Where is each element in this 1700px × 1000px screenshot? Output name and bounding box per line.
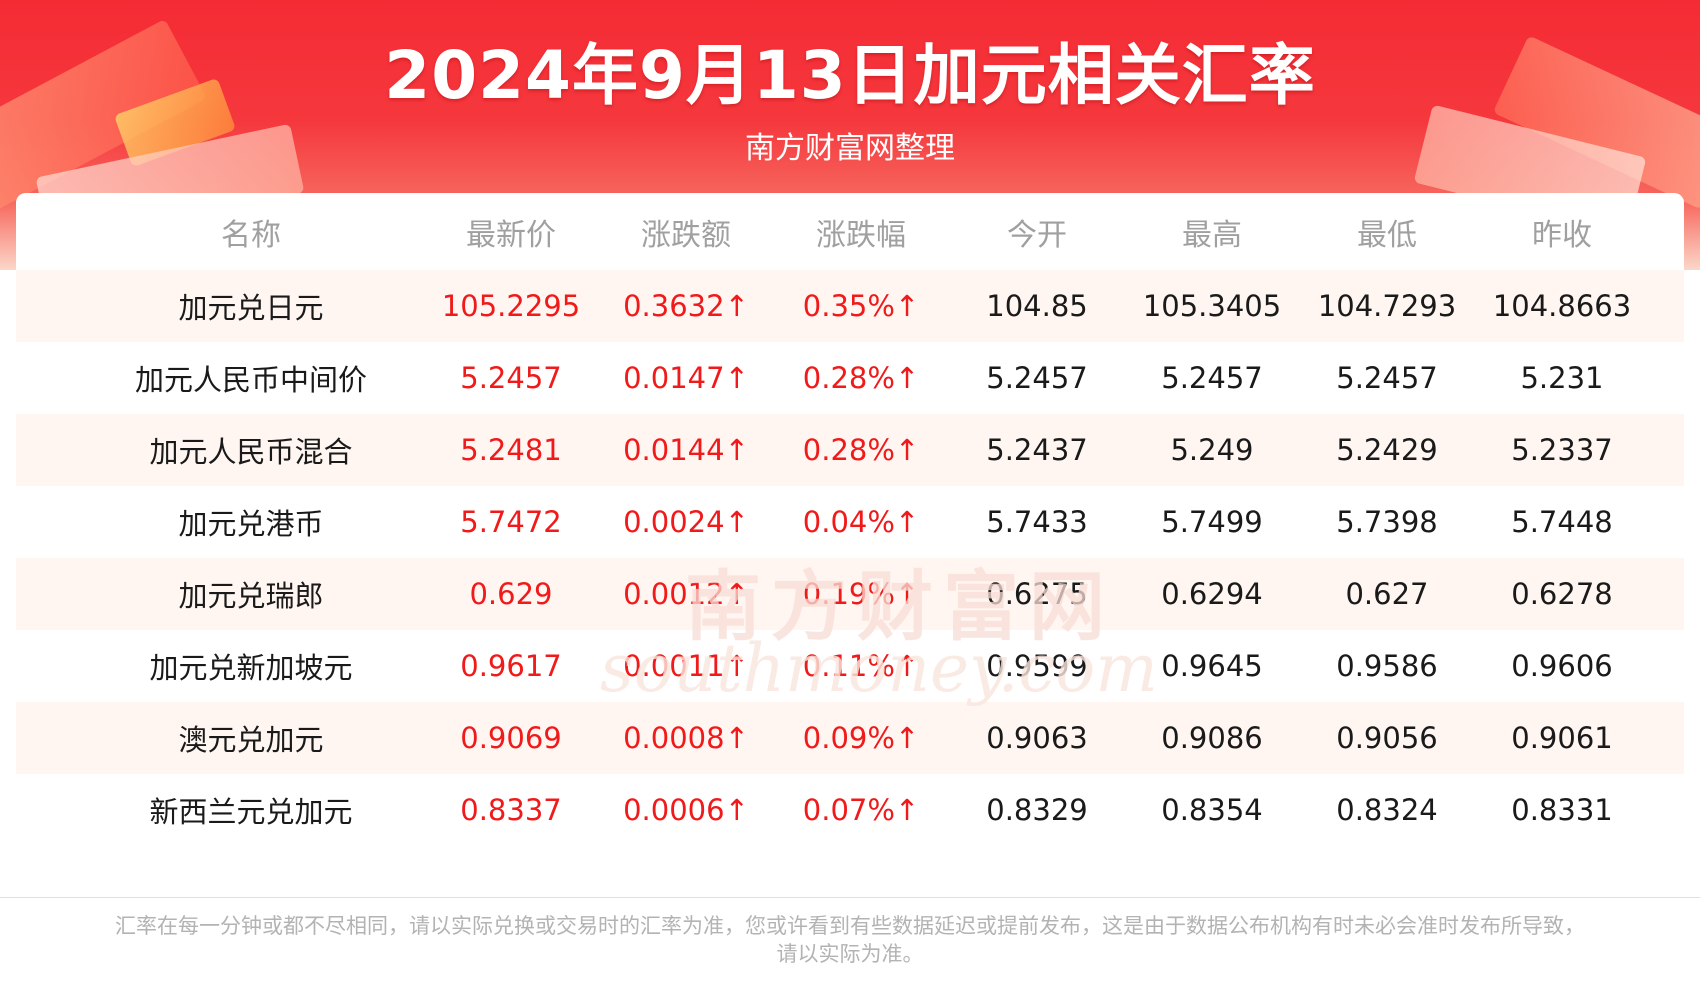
cell-change: 0.0144↑: [623, 433, 749, 467]
cell-open: 0.9063: [986, 721, 1088, 755]
column-header-change: 涨跌额: [641, 217, 731, 253]
table-row: 澳元兑加元 0.9069 0.0008↑ 0.09%↑ 0.9063 0.9086 0.90…: [16, 702, 1684, 774]
cell-open: 5.7433: [986, 505, 1088, 539]
cell-prev-close: 0.8331: [1511, 793, 1613, 827]
cell-high: 5.7499: [1161, 505, 1263, 539]
cell-change-pct: 0.09%↑: [802, 721, 920, 755]
cell-prev-close: 5.231: [1520, 361, 1604, 395]
cell-change: 0.0147↑: [623, 361, 749, 395]
cell-low: 0.8324: [1336, 793, 1438, 827]
cell-change-pct: 0.35%↑: [802, 289, 920, 323]
column-header-open: 今开: [1007, 217, 1067, 253]
cell-change-pct: 0.04%↑: [802, 505, 920, 539]
disclaimer-line-1: 汇率在每一分钟或都不尽相同，请以实际兑换或交易时的汇率为准，您或许看到有些数据延…: [115, 914, 1585, 938]
cell-prev-close: 0.6278: [1511, 577, 1613, 611]
table-row: 加元人民币中间价 5.2457 0.0147↑ 0.28%↑ 5.2457 5.2457 5…: [16, 342, 1684, 414]
cell-high: 5.249: [1170, 433, 1254, 467]
cell-name: 加元人民币混合: [149, 435, 353, 469]
cell-low: 5.7398: [1336, 505, 1438, 539]
cell-name: 加元兑港币: [178, 507, 324, 541]
cell-open: 5.2457: [986, 361, 1088, 395]
cell-open: 5.2437: [986, 433, 1088, 467]
cell-change-pct: 0.28%↑: [802, 361, 920, 395]
table-row: 加元兑日元 105.2295 0.3632↑ 0.35%↑ 104.85 105.3405…: [16, 270, 1684, 342]
cell-change-pct: 0.11%↑: [802, 649, 920, 683]
column-header-change-pct: 涨跌幅: [816, 217, 906, 253]
column-header-high: 最高: [1182, 217, 1242, 253]
table-row: 加元兑港币 5.7472 0.0024↑ 0.04%↑ 5.7433 5.7499 5.73…: [16, 486, 1684, 558]
cell-high: 5.2457: [1161, 361, 1263, 395]
table-row: 加元兑新加坡元 0.9617 0.0011↑ 0.11%↑ 0.9599 0.9645 0.…: [16, 630, 1684, 702]
cell-latest: 0.8337: [460, 793, 562, 827]
cell-name: 新西兰元兑加元: [149, 795, 353, 829]
cell-open: 0.6275: [986, 577, 1088, 611]
table-row: 加元人民币混合 5.2481 0.0144↑ 0.28%↑ 5.2437 5.249 5.2…: [16, 414, 1684, 486]
table-row: 新西兰元兑加元 0.8337 0.0006↑ 0.07%↑ 0.8329 0.8354 0.…: [16, 774, 1684, 846]
cell-high: 0.9086: [1161, 721, 1263, 755]
cell-high: 0.8354: [1161, 793, 1263, 827]
cell-change: 0.0008↑: [623, 721, 749, 755]
cell-name: 澳元兑加元: [178, 723, 324, 757]
cell-open: 104.85: [986, 289, 1088, 323]
column-header-name: 名称: [221, 217, 281, 253]
cell-low: 0.627: [1345, 577, 1429, 611]
page-subtitle: 南方财富网整理: [745, 131, 955, 166]
cell-low: 104.7293: [1317, 289, 1457, 323]
cell-high: 0.9645: [1161, 649, 1263, 683]
cell-high: 0.6294: [1161, 577, 1263, 611]
cell-prev-close: 5.7448: [1511, 505, 1613, 539]
cell-latest: 5.7472: [460, 505, 562, 539]
cell-low: 0.9056: [1336, 721, 1438, 755]
cell-prev-close: 5.2337: [1511, 433, 1613, 467]
disclaimer-line-2: 请以实际为准。: [776, 942, 924, 966]
cell-change: 0.0012↑: [623, 577, 749, 611]
cell-name: 加元兑日元: [178, 291, 324, 325]
cell-change: 0.0024↑: [623, 505, 749, 539]
cell-open: 0.9599: [986, 649, 1088, 683]
cell-prev-close: 0.9606: [1511, 649, 1613, 683]
table-row: 加元兑瑞郎 0.629 0.0012↑ 0.19%↑ 0.6275 0.6294 0.627…: [16, 558, 1684, 630]
cell-change-pct: 0.07%↑: [802, 793, 920, 827]
cell-name: 加元兑新加坡元: [149, 651, 353, 685]
cell-low: 5.2429: [1336, 433, 1438, 467]
cell-change: 0.0011↑: [623, 649, 749, 683]
cell-name: 加元人民币中间价: [134, 363, 367, 397]
column-header-low: 最低: [1357, 217, 1417, 253]
cell-latest: 0.9617: [460, 649, 562, 683]
cell-latest: 5.2481: [460, 433, 562, 467]
page-title: 2024年9月13日加元相关汇率: [384, 37, 1316, 114]
column-header-latest: 最新价: [466, 217, 556, 253]
cell-change: 0.0006↑: [623, 793, 749, 827]
cell-latest: 0.9069: [460, 721, 562, 755]
cell-prev-close: 104.8663: [1492, 289, 1632, 323]
cell-low: 0.9586: [1336, 649, 1438, 683]
cell-change: 0.3632↑: [623, 289, 749, 323]
disclaimer: 汇率在每一分钟或都不尽相同，请以实际兑换或交易时的汇率为准，您或许看到有些数据延…: [60, 912, 1640, 968]
cell-open: 0.8329: [986, 793, 1088, 827]
cell-high: 105.3405: [1142, 289, 1282, 323]
column-header-prev-close: 昨收: [1532, 217, 1592, 253]
cell-prev-close: 0.9061: [1511, 721, 1613, 755]
table-header-row: 名称 最新价 涨跌额 涨跌幅 今开 最高 最低 昨收: [16, 193, 1684, 270]
cell-latest: 0.629: [469, 577, 553, 611]
cell-low: 5.2457: [1336, 361, 1438, 395]
cell-change-pct: 0.19%↑: [802, 577, 920, 611]
rates-table: 名称 最新价 涨跌额 涨跌幅 今开 最高 最低 昨收 加元兑日元 105.2295…: [16, 193, 1684, 896]
cell-name: 加元兑瑞郎: [178, 579, 324, 613]
cell-latest: 105.2295: [441, 289, 581, 323]
cell-latest: 5.2457: [460, 361, 562, 395]
cell-change-pct: 0.28%↑: [802, 433, 920, 467]
footer-divider: [0, 897, 1700, 898]
